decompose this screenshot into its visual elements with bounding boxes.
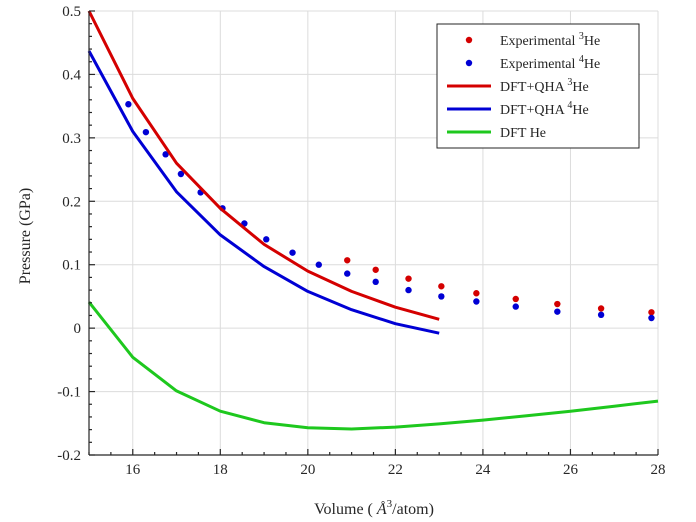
- data-point: [162, 151, 169, 158]
- data-point: [372, 278, 379, 286]
- y-tick-label-1: -0.1: [57, 385, 81, 401]
- legend-item-4: DFT He: [447, 126, 546, 141]
- x-tick-label-6: 28: [651, 462, 666, 478]
- x-axis-label-symbol: Å: [376, 500, 387, 518]
- data-point: [554, 308, 561, 315]
- data-point: [648, 309, 655, 316]
- legend-label: DFT He: [500, 126, 546, 141]
- data-point: [405, 286, 412, 294]
- series-3: [87, 50, 440, 335]
- legend-label: DFT+QHA 4He: [500, 100, 589, 118]
- legend-label: Experimental 4He: [500, 54, 600, 72]
- x-axis-label: Volume (Å3/atom): [314, 498, 434, 518]
- x-axis-label-tail: /atom): [392, 501, 434, 518]
- x-tick-label-1: 18: [213, 462, 228, 478]
- y-tick-label-5: 0.3: [62, 131, 81, 147]
- series-layer: [87, 10, 659, 431]
- data-point: [125, 101, 132, 108]
- data-point: [473, 298, 480, 305]
- data-point: [142, 128, 150, 136]
- data-point: [344, 257, 351, 264]
- data-point: [263, 236, 270, 243]
- legend-item-1: Experimental 4He: [465, 54, 600, 72]
- data-point: [648, 314, 655, 322]
- data-point: [405, 275, 412, 282]
- legend-swatch-marker: [465, 36, 473, 44]
- data-point: [554, 300, 561, 308]
- y-tick-label-4: 0.2: [62, 194, 81, 210]
- legend: Experimental 3He Experimental 4He DFT+QHA …: [436, 23, 640, 149]
- series-1: [125, 101, 655, 322]
- data-point: [438, 283, 445, 290]
- data-point: [372, 266, 379, 273]
- y-axis-label: Pressure (GPa): [17, 188, 34, 284]
- data-point: [344, 270, 351, 277]
- data-point: [438, 293, 445, 300]
- y-tick-label-6: 0.4: [62, 67, 81, 83]
- data-point: [512, 303, 519, 310]
- tick-labels: 16 18 20 22 24 26 28 -0.2 -0.1 0 0.1 0.2 0.3 0.4 0.5: [57, 4, 665, 478]
- series-line-2: [87, 10, 440, 321]
- axes: [88, 10, 659, 456]
- x-tick-label-5: 26: [563, 462, 579, 478]
- legend-item-0: Experimental 3He: [465, 31, 600, 49]
- legend-item-3: DFT+QHA 4He: [447, 100, 589, 118]
- series-4: [87, 301, 659, 431]
- series-line-3: [87, 50, 440, 335]
- data-point: [473, 290, 480, 297]
- x-tick-label-0: 16: [125, 462, 141, 478]
- legend-label: Experimental 3He: [500, 31, 600, 49]
- data-point: [289, 249, 296, 256]
- y-tick-label-7: 0.5: [62, 4, 81, 20]
- data-point: [177, 170, 185, 178]
- x-axis-label-sup: 3: [387, 498, 393, 510]
- legend-label: DFT+QHA 3He: [500, 77, 589, 95]
- data-point: [597, 305, 605, 312]
- series-2: [87, 10, 440, 321]
- data-point: [597, 311, 605, 319]
- legend-item-2: DFT+QHA 3He: [447, 77, 589, 95]
- x-tick-label-4: 24: [475, 462, 491, 478]
- series-0: [344, 257, 655, 316]
- legend-swatch-marker: [465, 59, 473, 67]
- x-tick-label-3: 22: [388, 462, 403, 478]
- data-point: [512, 295, 519, 303]
- y-tick-label-2: 0: [74, 321, 82, 337]
- data-point: [315, 261, 322, 268]
- x-tick-label-2: 20: [300, 462, 315, 478]
- y-tick-label-3: 0.1: [62, 258, 81, 274]
- series-line-4: [87, 301, 659, 431]
- x-axis-label-main: Volume (: [314, 501, 373, 518]
- y-tick-label-0: -0.2: [57, 448, 81, 464]
